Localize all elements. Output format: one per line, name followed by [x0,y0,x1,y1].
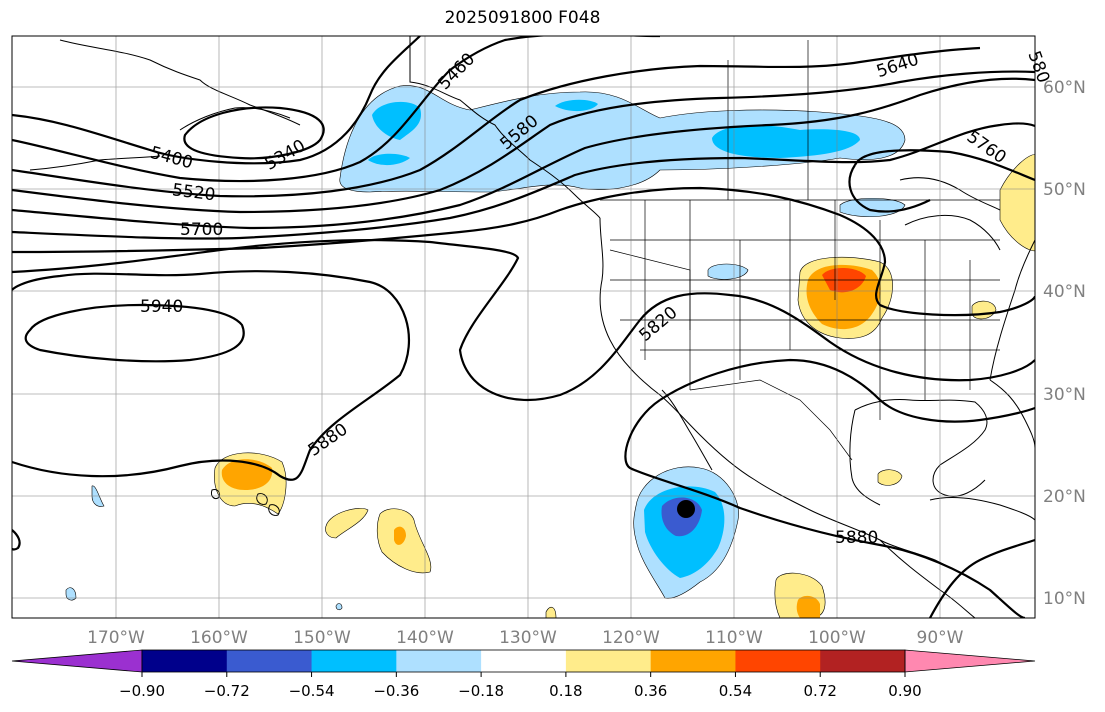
colorbar-extend-high [904,649,1036,673]
lat-label-30n: 30°N [1043,385,1086,405]
shade-gulf-mex [877,469,903,486]
colorbar-segment [650,650,736,672]
colorbar-tick-label: −0.72 [204,682,250,700]
lat-label-20n: 20°N [1043,487,1086,507]
contour-label-5700: 5700 [180,220,223,240]
lat-label-50n: 50°N [1043,180,1086,200]
lon-label-90w: 90°W [917,628,964,648]
lon-label-170w: 170°W [87,628,145,648]
colorbar-tick-label: 0.36 [634,682,667,700]
colorbar-tick-label: 0.54 [719,682,752,700]
shade-wy [707,263,749,280]
lon-label-110w: 110°W [705,628,763,648]
latitude-labels: 60°N 50°N 40°N 30°N 20°N 10°N [1043,78,1086,609]
gridlines [12,36,1035,618]
map-title: 2025091800 F048 [444,8,601,28]
lat-label-40n: 40°N [1043,282,1086,302]
colorbar: −0.90 −0.72 −0.54 −0.36 −0.18 0.18 0.36 0.54 0.7… [11,649,1036,700]
anomaly-shading [65,85,1035,618]
map-border [11,35,1036,619]
contour-label-5940: 5940 [140,297,183,317]
colorbar-segment [565,650,652,672]
colorbar-segment [142,650,228,672]
lon-label-160w: 160°W [190,628,248,648]
colorbar-tick-label: 0.90 [888,682,921,700]
shade-hawaii-orange [221,459,273,490]
colorbar-extend-low [11,649,143,673]
shade-trop1 [325,508,369,539]
colorbar-segment [481,650,567,672]
lon-label-100w: 100°W [808,628,866,648]
shade-canada-core [712,125,860,158]
lat-label-10n: 10°N [1043,589,1086,609]
lon-label-120w: 120°W [602,628,660,648]
shade-bc-core [555,99,598,112]
shade-gulf-alaska-core [372,101,421,140]
colorbar-tick-label: −0.18 [458,682,504,700]
colorbar-tick-label: 0.72 [804,682,837,700]
shade-gulf-small [368,153,410,166]
colorbar-segment [396,650,482,672]
colorbar-segment [735,650,821,672]
lon-label-150w: 150°W [293,628,351,648]
storm-center-marker [677,500,695,518]
shade-trop2-core [394,526,406,545]
colorbar-tick-label: 0.18 [549,682,582,700]
lon-label-140w: 140°W [396,628,454,648]
lat-label-60n: 60°N [1043,78,1086,98]
lon-label-130w: 130°W [499,628,557,648]
colorbar-segment [226,650,313,672]
colorbar-segment [311,650,397,672]
colorbar-tick-label: −0.54 [289,682,335,700]
colorbar-outline [141,649,906,673]
colorbar-tick-label: −0.90 [119,682,165,700]
colorbar-segment [820,650,906,672]
contour-label-5880-east: 5880 [835,528,878,548]
longitude-labels: 170°W 160°W 150°W 140°W 130°W 120°W 110°… [87,628,964,648]
shade-epac-south-core [796,595,820,618]
borders [600,40,1000,461]
colorbar-tick-label: −0.36 [373,682,419,700]
